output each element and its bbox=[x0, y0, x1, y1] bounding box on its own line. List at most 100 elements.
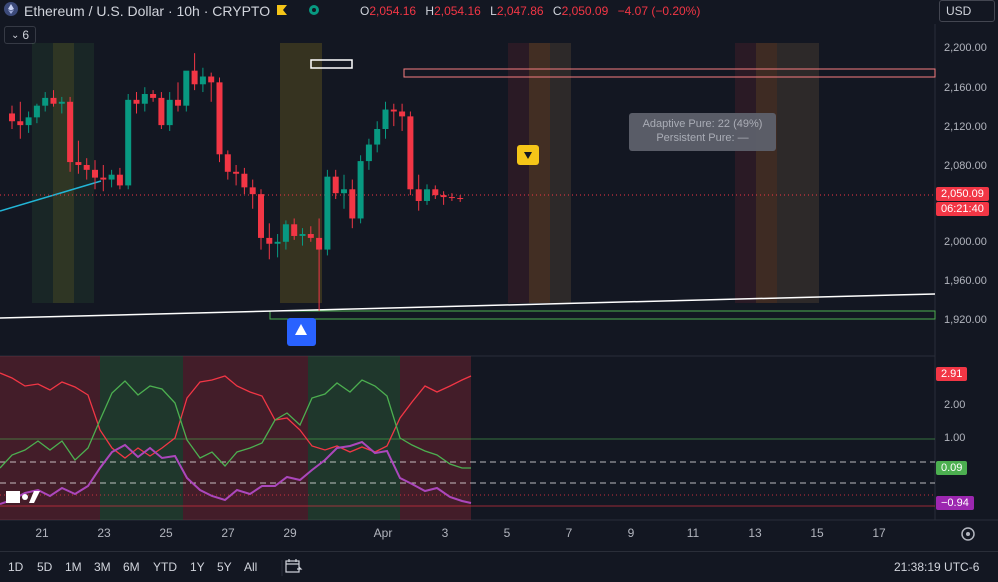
candle-body[interactable] bbox=[158, 97, 165, 126]
candle-body[interactable] bbox=[282, 224, 289, 242]
candle-body[interactable] bbox=[399, 111, 406, 117]
candle-body[interactable] bbox=[332, 176, 339, 194]
candle-body[interactable] bbox=[42, 97, 49, 106]
candle-body[interactable] bbox=[448, 197, 455, 199]
range-1m-button[interactable]: 1M bbox=[65, 560, 82, 574]
buy-signal-marker[interactable] bbox=[287, 318, 316, 346]
range-1d-button[interactable]: 1D bbox=[8, 560, 24, 574]
candle-body[interactable] bbox=[9, 113, 15, 122]
candle-body[interactable] bbox=[440, 195, 447, 198]
time-label: 21 bbox=[35, 526, 49, 540]
osc-badge-red: 2.91 bbox=[936, 367, 968, 381]
candle-body[interactable] bbox=[199, 76, 206, 85]
candle-body[interactable] bbox=[457, 198, 464, 200]
candle-body[interactable] bbox=[415, 189, 422, 201]
candle-body[interactable] bbox=[316, 237, 323, 250]
candle-body[interactable] bbox=[382, 109, 389, 130]
candle-body[interactable] bbox=[274, 241, 281, 244]
candle-body[interactable] bbox=[17, 121, 24, 126]
candle-body[interactable] bbox=[133, 99, 140, 104]
candle-body[interactable] bbox=[249, 187, 256, 195]
session-zone bbox=[53, 43, 74, 303]
range-5y-button[interactable]: 5Y bbox=[217, 560, 232, 574]
time-label: 23 bbox=[97, 526, 111, 540]
eye-icon[interactable] bbox=[308, 3, 320, 19]
low-value: 2,047.86 bbox=[496, 4, 544, 18]
ethereum-icon bbox=[4, 2, 18, 19]
candle-body[interactable] bbox=[150, 94, 157, 98]
candle-body[interactable] bbox=[365, 144, 372, 162]
session-zone bbox=[508, 43, 571, 303]
range-1y-button[interactable]: 1Y bbox=[190, 560, 205, 574]
tooltip-line-2: Persistent Pure: — bbox=[656, 132, 749, 144]
resistance-zone[interactable] bbox=[403, 68, 936, 78]
candle-body[interactable] bbox=[25, 117, 32, 126]
candle-body[interactable] bbox=[258, 194, 264, 238]
indicators-toggle[interactable]: ⌄ 6 bbox=[4, 26, 36, 44]
range-all-button[interactable]: All bbox=[244, 560, 258, 574]
trend-line[interactable] bbox=[0, 293, 936, 319]
currency-button[interactable]: USD bbox=[939, 0, 995, 22]
candle-body[interactable] bbox=[141, 94, 148, 104]
range-3m-button[interactable]: 3M bbox=[94, 560, 111, 574]
candle-body[interactable] bbox=[125, 99, 132, 186]
time-label: 13 bbox=[748, 526, 762, 540]
range-6m-button[interactable]: 6M bbox=[123, 560, 140, 574]
candle-body[interactable] bbox=[374, 129, 381, 145]
support-zone[interactable] bbox=[269, 310, 936, 320]
tradingview-logo[interactable] bbox=[6, 491, 40, 503]
time-label: Apr bbox=[373, 526, 393, 540]
candle-body[interactable] bbox=[324, 176, 331, 250]
candle-body[interactable] bbox=[241, 173, 248, 188]
candle-body[interactable] bbox=[341, 189, 347, 194]
candle-body[interactable] bbox=[183, 70, 190, 106]
price-label: 1,920.00 bbox=[944, 314, 987, 326]
candle-body[interactable] bbox=[175, 99, 181, 106]
candle-body[interactable] bbox=[116, 174, 123, 186]
candle-body[interactable] bbox=[407, 116, 414, 190]
candle-body[interactable] bbox=[266, 237, 273, 244]
sell-signal-marker[interactable] bbox=[517, 145, 539, 165]
candle-body[interactable] bbox=[390, 109, 397, 112]
candle-body[interactable] bbox=[108, 174, 115, 180]
candle-body[interactable] bbox=[100, 177, 107, 180]
candle-body[interactable] bbox=[291, 224, 298, 236]
candle-body[interactable] bbox=[33, 105, 40, 118]
low-key: L bbox=[490, 4, 497, 18]
candle-body[interactable] bbox=[83, 164, 90, 170]
clock-readout[interactable]: 21:38:19 UTC-6 bbox=[894, 560, 980, 574]
symbol-info[interactable]: Ethereum / U.S. Dollar · 10h · CRYPTO bbox=[4, 2, 320, 19]
time-label: 3 bbox=[441, 526, 449, 540]
candle-body[interactable] bbox=[349, 189, 356, 219]
time-label: 7 bbox=[565, 526, 573, 540]
osc-label: 1.00 bbox=[944, 432, 966, 444]
close-value: 2,050.09 bbox=[561, 4, 609, 18]
trend-line-cyan[interactable] bbox=[0, 180, 102, 212]
date-range-icon[interactable] bbox=[285, 558, 303, 579]
candle-body[interactable] bbox=[208, 76, 215, 83]
candle-body[interactable] bbox=[233, 171, 240, 174]
candle-body[interactable] bbox=[357, 161, 364, 219]
range-ytd-button[interactable]: YTD bbox=[153, 560, 177, 574]
candle-body[interactable] bbox=[50, 97, 57, 104]
candle-body[interactable] bbox=[299, 234, 306, 236]
candle-body[interactable] bbox=[92, 169, 98, 178]
range-5d-button[interactable]: 5D bbox=[37, 560, 53, 574]
candle-body[interactable] bbox=[67, 101, 74, 163]
high-key: H bbox=[425, 4, 435, 18]
candle-body[interactable] bbox=[307, 234, 314, 238]
osc-line-purple bbox=[0, 440, 472, 505]
candle-body[interactable] bbox=[424, 189, 430, 201]
settings-gear-icon[interactable] bbox=[961, 527, 975, 541]
candle-body[interactable] bbox=[224, 154, 231, 172]
marker-box[interactable] bbox=[310, 59, 353, 69]
symbol-title: Ethereum / U.S. Dollar · 10h · CRYPTO bbox=[24, 2, 271, 19]
candle-body[interactable] bbox=[216, 82, 223, 155]
candle-body[interactable] bbox=[58, 101, 65, 104]
candle-body[interactable] bbox=[191, 70, 198, 85]
flag-icon[interactable] bbox=[276, 3, 288, 19]
candle-body[interactable] bbox=[75, 162, 82, 165]
candle-body[interactable] bbox=[432, 189, 439, 196]
candle-body[interactable] bbox=[166, 99, 173, 126]
